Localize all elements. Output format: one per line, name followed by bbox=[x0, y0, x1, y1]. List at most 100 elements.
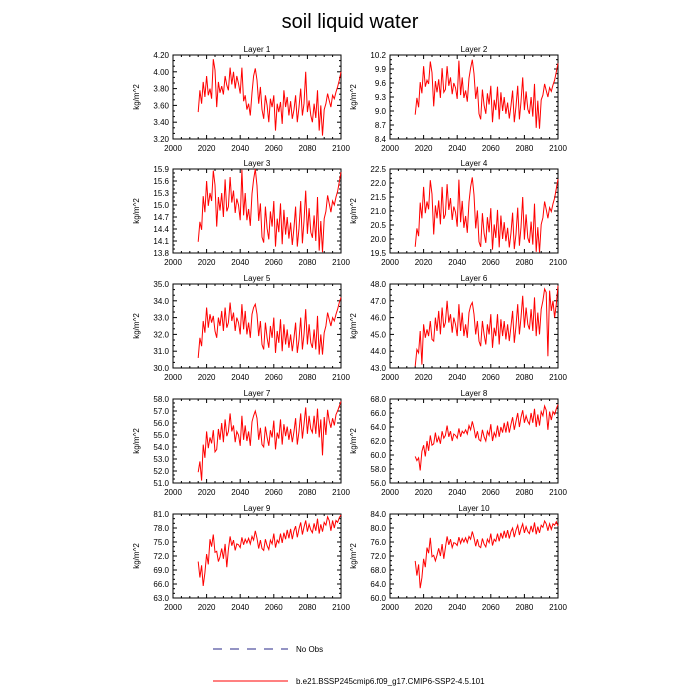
y-tick-label-5-5: 35.0 bbox=[153, 280, 169, 289]
panel-title-5: Layer 5 bbox=[244, 274, 271, 283]
x-tick-label-8-5: 2100 bbox=[549, 488, 567, 497]
x-tick-label-10-3: 2060 bbox=[482, 603, 500, 612]
x-tick-label-3-3: 2060 bbox=[265, 258, 283, 267]
panel-layer-8: Layer 8 kg/m^2 56.0 58.0 60.0 62.0 64.0 66.0 68.… bbox=[349, 389, 567, 497]
series-line-layer-8 bbox=[414, 404, 559, 471]
series-line-layer-9 bbox=[197, 514, 342, 586]
x-tick-label-1-2: 2040 bbox=[231, 144, 249, 153]
y-tick-label-4-0: 19.5 bbox=[370, 249, 386, 258]
y-tick-label-2-1: 8.7 bbox=[375, 121, 387, 130]
x-tick-label-10-0: 2000 bbox=[381, 603, 399, 612]
x-tick-label-1-1: 2020 bbox=[198, 144, 216, 153]
panel-layer-3: Layer 3 kg/m^2 13.8 14.1 14.4 14.7 15.0 15.3 15.… bbox=[132, 159, 350, 267]
x-tick-label-5-0: 2000 bbox=[164, 373, 182, 382]
legend-obs-label: No Obs bbox=[296, 645, 323, 654]
x-tick-label-6-3: 2060 bbox=[482, 373, 500, 382]
y-tick-label-9-3: 72.0 bbox=[153, 552, 169, 561]
x-tick-label-3-2: 2040 bbox=[231, 258, 249, 267]
x-tick-label-8-1: 2020 bbox=[415, 488, 433, 497]
y-tick-label-10-1: 64.0 bbox=[370, 580, 386, 589]
panel-title-3: Layer 3 bbox=[244, 159, 271, 168]
panel-layer-7: Layer 7 kg/m^2 51.0 52.0 53.0 54.0 55.0 56.0 57.… bbox=[132, 389, 350, 497]
y-tick-label-7-6: 57.0 bbox=[153, 407, 169, 416]
y-tick-label-4-3: 21.0 bbox=[370, 207, 386, 216]
x-tick-label-1-3: 2060 bbox=[265, 144, 283, 153]
panel-title-9: Layer 9 bbox=[244, 504, 271, 513]
y-axis-label-9: kg/m^2 bbox=[132, 543, 141, 569]
x-tick-label-4-5: 2100 bbox=[549, 258, 567, 267]
y-tick-label-4-5: 22.0 bbox=[370, 179, 386, 188]
y-tick-label-9-0: 63.0 bbox=[153, 594, 169, 603]
series-line-layer-2 bbox=[414, 59, 559, 129]
x-tick-label-6-5: 2100 bbox=[549, 373, 567, 382]
x-tick-label-5-3: 2060 bbox=[265, 373, 283, 382]
x-tick-label-5-1: 2020 bbox=[198, 373, 216, 382]
y-tick-label-3-0: 13.8 bbox=[153, 249, 169, 258]
panel-layer-2: Layer 2 kg/m^2 8.4 8.7 9.0 9.3 9.6 9.9 10.2 2000 2… bbox=[349, 45, 567, 153]
y-tick-label-6-5: 48.0 bbox=[370, 280, 386, 289]
x-tick-label-2-1: 2020 bbox=[415, 144, 433, 153]
y-axis-label-7: kg/m^2 bbox=[132, 428, 141, 454]
series-line-layer-6 bbox=[414, 285, 559, 367]
panel-layer-1: Layer 1 kg/m^2 3.20 3.40 3.60 3.80 4.00 4.20 200… bbox=[132, 45, 350, 153]
x-tick-label-3-5: 2100 bbox=[332, 258, 350, 267]
y-tick-label-3-6: 15.6 bbox=[153, 177, 169, 186]
x-tick-label-10-1: 2020 bbox=[415, 603, 433, 612]
y-tick-label-4-1: 20.0 bbox=[370, 235, 386, 244]
x-tick-label-7-1: 2020 bbox=[198, 488, 216, 497]
series-line-layer-4 bbox=[414, 177, 559, 253]
x-tick-label-9-5: 2100 bbox=[332, 603, 350, 612]
x-tick-label-9-4: 2080 bbox=[299, 603, 317, 612]
y-tick-label-1-5: 4.20 bbox=[153, 51, 169, 60]
y-axis-label-2: kg/m^2 bbox=[349, 84, 358, 110]
x-tick-label-3-4: 2080 bbox=[299, 258, 317, 267]
y-tick-label-10-3: 72.0 bbox=[370, 552, 386, 561]
x-tick-label-8-3: 2060 bbox=[482, 488, 500, 497]
x-tick-label-4-4: 2080 bbox=[516, 258, 534, 267]
series-line-layer-1 bbox=[197, 59, 342, 136]
y-axis-label-10: kg/m^2 bbox=[349, 543, 358, 569]
series-line-layer-3 bbox=[197, 168, 342, 253]
legend: No Obs b.e21.BSSP245cmip6.f09_g17.CMIP6-… bbox=[213, 645, 485, 686]
y-tick-label-3-5: 15.3 bbox=[153, 189, 169, 198]
y-tick-label-3-2: 14.4 bbox=[153, 225, 169, 234]
y-tick-label-7-1: 52.0 bbox=[153, 467, 169, 476]
y-tick-label-3-7: 15.9 bbox=[153, 165, 169, 174]
y-axis-label-5: kg/m^2 bbox=[132, 313, 141, 339]
y-tick-label-7-5: 56.0 bbox=[153, 419, 169, 428]
plot-frame-8 bbox=[389, 398, 559, 484]
y-tick-label-4-2: 20.5 bbox=[370, 221, 386, 230]
panel-layer-6: Layer 6 kg/m^2 43.0 44.0 45.0 46.0 47.0 48.0 200… bbox=[349, 274, 567, 382]
x-tick-label-4-3: 2060 bbox=[482, 258, 500, 267]
x-tick-label-2-3: 2060 bbox=[482, 144, 500, 153]
series-line-layer-5 bbox=[197, 297, 342, 358]
y-tick-label-3-3: 14.7 bbox=[153, 213, 169, 222]
y-tick-label-7-2: 53.0 bbox=[153, 455, 169, 464]
panel-title-7: Layer 7 bbox=[244, 389, 271, 398]
legend-model-label: b.e21.BSSP245cmip6.f09_g17.CMIP6-SSP2-4.… bbox=[296, 677, 485, 686]
y-tick-label-5-0: 30.0 bbox=[153, 364, 169, 373]
x-tick-label-9-0: 2000 bbox=[164, 603, 182, 612]
y-tick-label-7-0: 51.0 bbox=[153, 479, 169, 488]
x-tick-label-7-2: 2040 bbox=[231, 488, 249, 497]
y-tick-label-1-2: 3.60 bbox=[153, 101, 169, 110]
y-tick-label-2-6: 10.2 bbox=[370, 51, 386, 60]
y-tick-label-7-4: 55.0 bbox=[153, 431, 169, 440]
plot-frame-9 bbox=[172, 513, 342, 599]
x-tick-label-9-3: 2060 bbox=[265, 603, 283, 612]
y-tick-label-1-1: 3.40 bbox=[153, 118, 169, 127]
x-tick-label-1-0: 2000 bbox=[164, 144, 182, 153]
x-tick-label-7-3: 2060 bbox=[265, 488, 283, 497]
x-tick-label-1-5: 2100 bbox=[332, 144, 350, 153]
x-tick-label-3-0: 2000 bbox=[164, 258, 182, 267]
y-tick-label-10-5: 80.0 bbox=[370, 524, 386, 533]
y-tick-label-9-1: 66.0 bbox=[153, 580, 169, 589]
y-tick-label-2-5: 9.9 bbox=[375, 65, 387, 74]
x-tick-label-6-1: 2020 bbox=[415, 373, 433, 382]
x-tick-label-6-0: 2000 bbox=[381, 373, 399, 382]
x-tick-label-3-1: 2020 bbox=[198, 258, 216, 267]
y-tick-label-10-2: 68.0 bbox=[370, 566, 386, 575]
y-tick-label-9-2: 69.0 bbox=[153, 566, 169, 575]
x-tick-label-7-5: 2100 bbox=[332, 488, 350, 497]
